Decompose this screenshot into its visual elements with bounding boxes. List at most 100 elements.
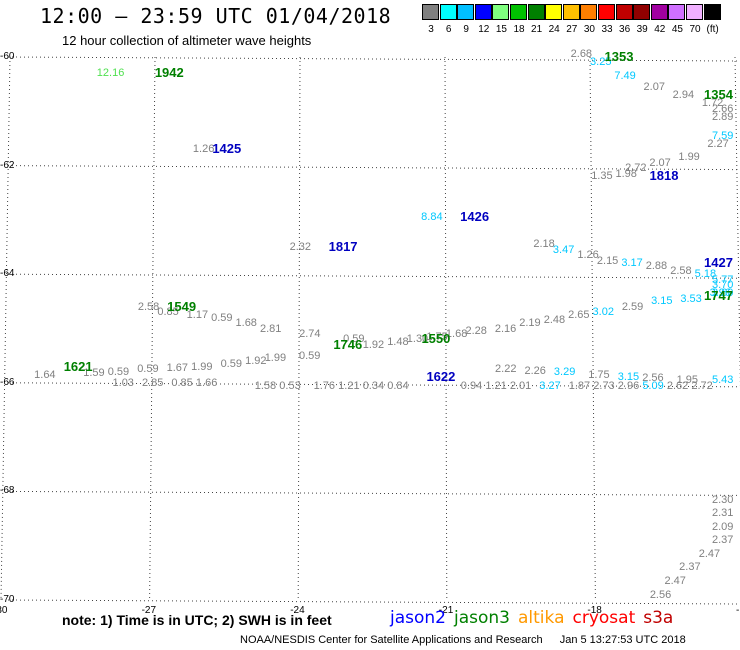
wave-height-value: 2.30 <box>712 493 734 506</box>
wave-height-value: 3.53 <box>680 292 702 305</box>
wave-height-value: 5.09 <box>642 379 664 392</box>
scale-swatch <box>615 4 633 20</box>
lat-label: -68 <box>0 485 15 497</box>
pass-time-label: 1425 <box>212 141 242 157</box>
wave-height-value: 1.72 <box>701 97 724 110</box>
wave-height-value: 2.74 <box>299 327 321 340</box>
wave-height-value: 2.15 <box>596 254 619 267</box>
scale-label: 30 <box>583 24 595 35</box>
scale-label: 36 <box>619 24 631 35</box>
wave-height-value: 2.22 <box>495 363 517 376</box>
wave-height-value: 2.81 <box>259 322 282 335</box>
wave-height-value: 0.59 <box>107 365 130 378</box>
wave-height-value: 0.85 <box>171 376 193 389</box>
scale-swatch <box>562 4 580 20</box>
wave-height-value: 1.76 <box>313 379 336 392</box>
lat-gridline <box>7 382 739 388</box>
wave-height-value: 0.34 <box>362 379 385 392</box>
footer-agency: NOAA/NESDIS Center for Satellite Applica… <box>240 634 543 646</box>
wave-height-value: 2.68 <box>570 48 593 61</box>
legend-s3a: s3a <box>643 608 674 628</box>
wave-height-value: 2.07 <box>643 80 665 93</box>
scale-label: 39 <box>636 24 648 35</box>
wave-height-value: 0.94 <box>460 379 483 392</box>
scale-swatch <box>668 4 686 20</box>
wave-height-value: 1.58 <box>254 379 277 392</box>
pass-time-label: 1621 <box>63 358 93 374</box>
scale-label: 6 <box>445 24 452 35</box>
scale-swatch <box>439 4 457 20</box>
pass-time-label: 1354 <box>704 87 733 102</box>
pass-time-label: 1427 <box>704 255 733 271</box>
wave-height-value: 2.72 <box>691 379 713 392</box>
pass-time-label: 1622 <box>426 369 456 385</box>
wave-height-value: 2.58 <box>670 265 692 278</box>
scale-swatch <box>633 4 651 20</box>
pass-time-label: 1426 <box>460 209 490 225</box>
lat-gridline <box>7 490 739 496</box>
wave-height-value: 2.89 <box>712 110 734 123</box>
wave-height-value: 1.75 <box>588 368 610 381</box>
wave-height-value: 1.67 <box>166 361 189 374</box>
wave-height-value: 1.48 <box>387 336 409 349</box>
wave-height-value: 2.66 <box>712 102 734 115</box>
scale-label: 3 <box>428 24 434 35</box>
lon-gridline <box>297 56 301 601</box>
wave-height-value: 2.19 <box>519 317 541 330</box>
lon-label: -18 <box>587 605 602 616</box>
lat-gridline <box>7 599 739 605</box>
lon-gridline <box>734 56 740 389</box>
wave-height-value: 2.48 <box>543 314 566 327</box>
wave-height-value: 2.47 <box>664 574 686 587</box>
wave-height-value: 3.25 <box>590 56 612 69</box>
pass-time-label: 1353 <box>604 49 634 64</box>
wave-height-value: 2.94 <box>672 89 695 101</box>
lat-label: -70 <box>0 594 15 605</box>
wave-height-value: 2.56 <box>649 588 672 601</box>
scale-swatch <box>650 4 668 20</box>
lon-gridline <box>444 56 448 601</box>
pass-time-label: 1747 <box>704 287 733 303</box>
wave-height-value: 1.87 <box>568 379 591 392</box>
footer: NOAA/NESDIS Center for Satellite Applica… <box>240 634 686 646</box>
wave-height-value: 2.07 <box>649 156 671 169</box>
wave-height-value: 1.26 <box>577 249 599 262</box>
wave-height-value: 1.92 <box>362 338 385 351</box>
wave-height-value: 1.99 <box>191 360 213 373</box>
wave-height-value: 3.15 <box>651 295 673 308</box>
wave-height-value: 5.18 <box>694 268 717 281</box>
pass-time-label: 1817 <box>328 239 358 255</box>
wave-height-value: 2.88 <box>645 260 668 273</box>
scale-swatch <box>422 4 439 20</box>
wave-height-value: 2.16 <box>494 322 517 335</box>
wave-height-value: 0.59 <box>220 357 242 370</box>
wave-height-value: 2.58 <box>137 300 160 313</box>
scale-label: (ft) <box>706 24 719 35</box>
wave-height-value: 2.09 <box>712 520 734 533</box>
wave-height-value: 3.02 <box>592 306 614 319</box>
scale-swatch <box>474 4 492 20</box>
scale-label: 24 <box>548 24 560 35</box>
legend-jason3: jason3 <box>454 608 510 628</box>
legend-altika: altika <box>518 608 565 628</box>
wave-height-value: 1.03 <box>112 376 134 389</box>
wave-height-value: 1.21 <box>485 379 507 392</box>
scale-label: 9 <box>463 24 469 35</box>
wave-height-value: 1.68 <box>445 327 468 340</box>
wave-height-value: 7.59 <box>712 129 734 142</box>
lon-label: -27 <box>141 605 157 616</box>
wave-height-value: 12.16 <box>96 67 125 80</box>
pass-time-label: 1818 <box>649 168 679 184</box>
wave-height-value: 2.26 <box>524 364 546 377</box>
lat-gridline <box>7 273 739 279</box>
scale-label: 12 <box>478 24 490 35</box>
wave-height-value: 2.18 <box>533 238 555 251</box>
pass-time-label: 1550 <box>421 331 451 347</box>
lon-label: -15 <box>736 605 740 616</box>
wave-height-value: 0.53 <box>279 379 301 392</box>
wave-height-value: 8.84 <box>421 211 443 224</box>
lat-label: -66 <box>0 376 15 388</box>
wave-height-value: 2.72 <box>625 162 647 175</box>
wave-height-value: 2.73 <box>593 379 615 392</box>
wave-height-value: 2.59 <box>621 300 644 313</box>
